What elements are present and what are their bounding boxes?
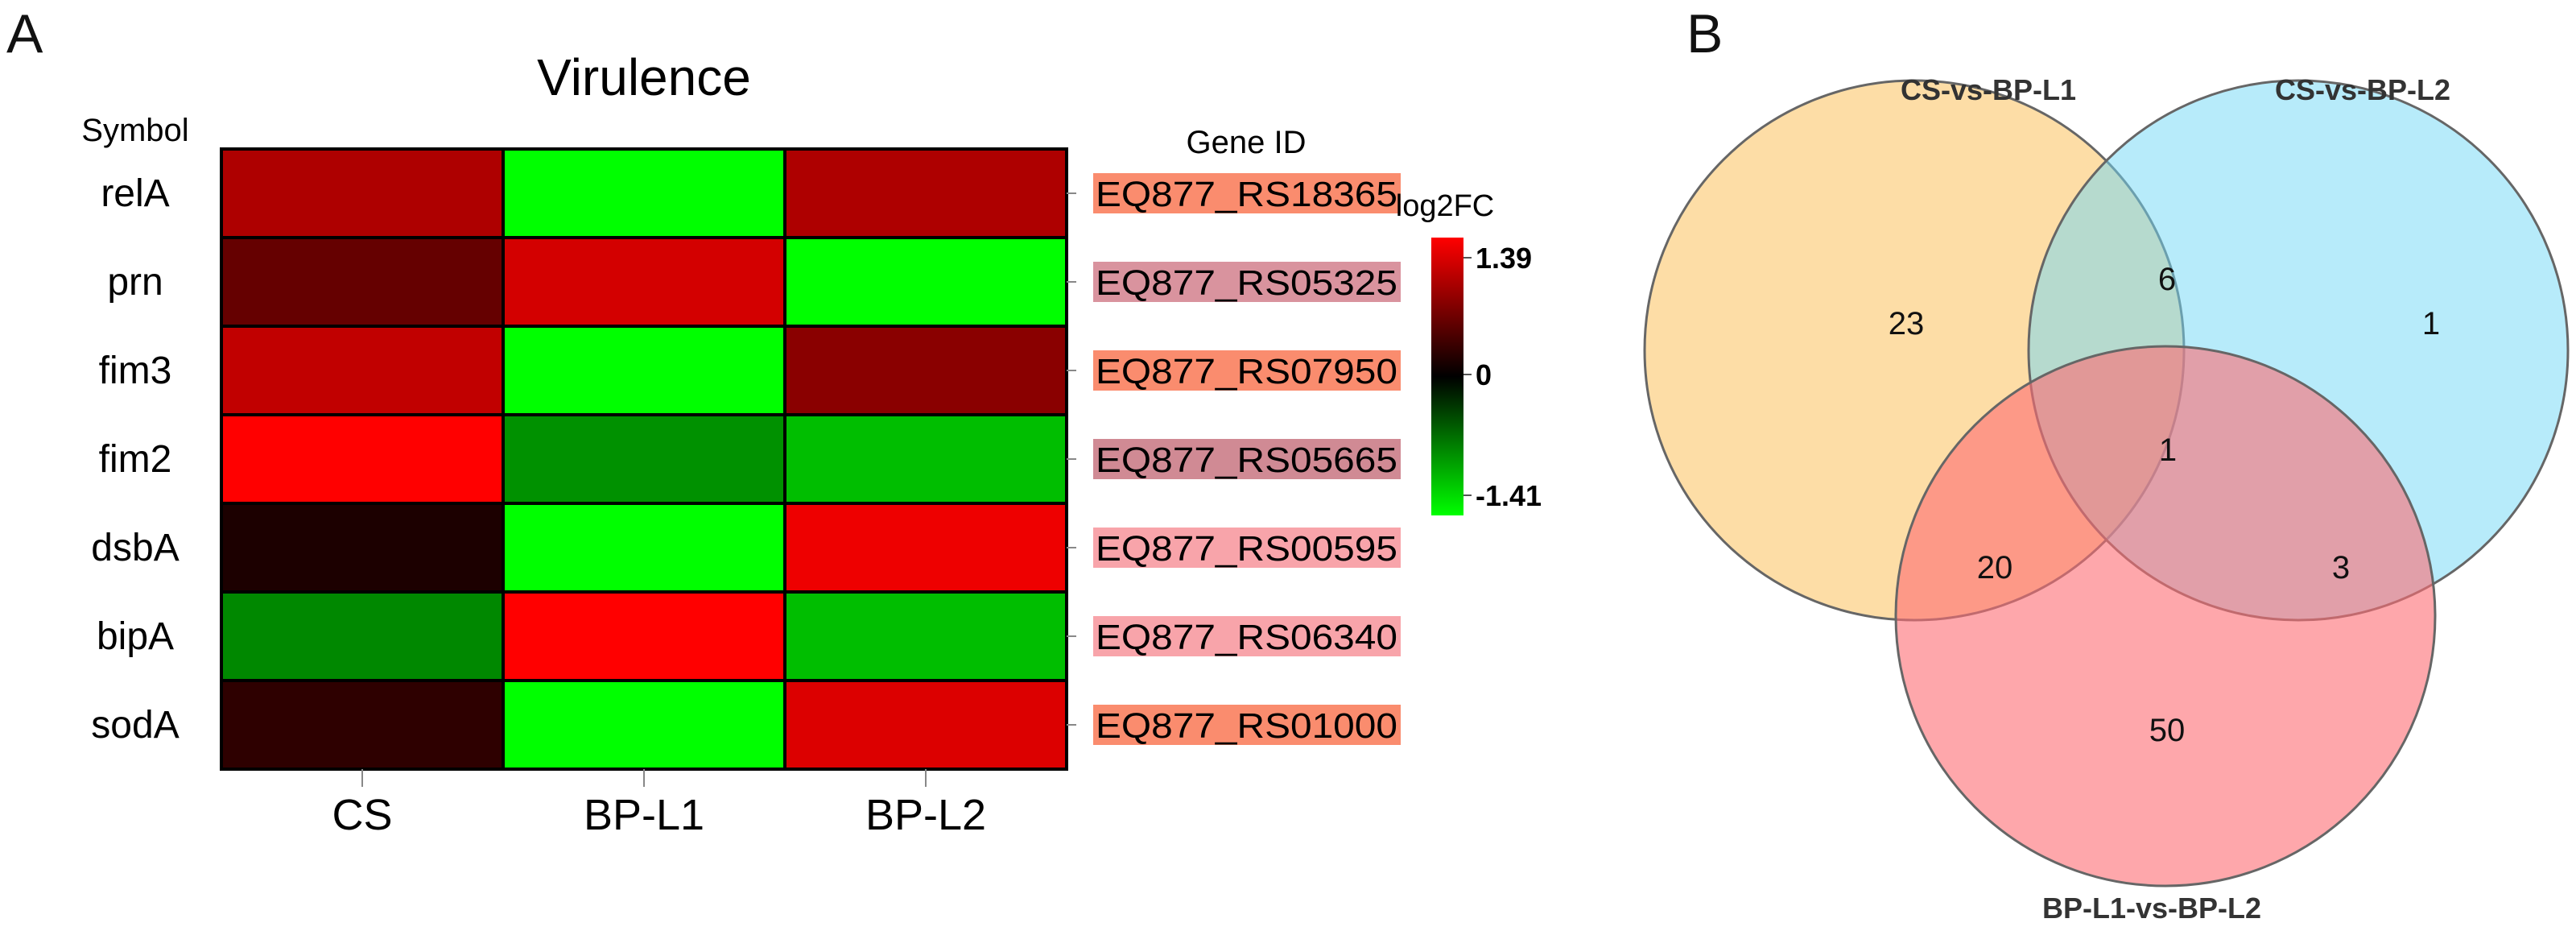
venn-panel: CS-vs-BP-L1 CS-vs-BP-L2 BP-L1-vs-BP-L2 2…: [1643, 73, 2570, 925]
heatmap-cell-dsba-bp-l2: [785, 503, 1067, 592]
gene-id-eq877-rs18365: EQ877_RS18365: [1096, 175, 1397, 214]
legend-color-bar: [1431, 238, 1463, 515]
heatmap-cell-fim3-bp-l2: [785, 326, 1067, 415]
heatmap-cell-prn-cs: [221, 238, 503, 326]
heatmap-cell-soda-bp-l2: [785, 681, 1067, 769]
venn-count-bl-only: 50: [2149, 713, 2186, 748]
heatmap-cells: [221, 149, 1067, 769]
legend-min-label: -1.41: [1476, 479, 1542, 512]
gene-id-eq877-rs00595: EQ877_RS00595: [1096, 529, 1397, 569]
venn-set-label-3: BP-L1-vs-BP-L2: [2042, 892, 2261, 925]
legend-title: log2FC: [1396, 189, 1495, 223]
heatmap-cell-dsba-bp-l1: [503, 503, 785, 592]
gene-id-eq877-rs05665: EQ877_RS05665: [1096, 441, 1397, 480]
row-labels: relA prn fim3 fim2 dsbA bipA sodA: [91, 172, 179, 747]
heatmap-cell-rela-cs: [221, 149, 503, 238]
venn-count-l1-and-bl: 20: [1977, 550, 2013, 585]
legend-max-label: 1.39: [1476, 242, 1532, 275]
gene-id-header: Gene ID: [1187, 125, 1307, 160]
venn-count-cs-l1-only: 23: [1889, 306, 1925, 341]
color-legend: log2FC 1.39 0 -1.41: [1396, 189, 1542, 515]
heatmap-cell-rela-bp-l2: [785, 149, 1067, 238]
heatmap-panel: Virulence Symbol Gene ID relA prn fim3 fim2…: [81, 48, 1401, 839]
heatmap-cell-prn-bp-l2: [785, 238, 1067, 326]
gene-id-highlight: [1093, 528, 1401, 568]
row-label-fim3: fim3: [99, 350, 172, 392]
gene-id-highlight: [1093, 173, 1401, 213]
panel-a-letter: A: [6, 3, 43, 64]
row-label-fim2: fim2: [99, 438, 172, 481]
heatmap-cell-soda-bp-l1: [503, 681, 785, 769]
gene-id-labels: EQ877_RS18365 EQ877_RS05325 EQ877_RS07950 E…: [1067, 173, 1401, 746]
venn-count-cs-l2-only: 1: [2422, 306, 2440, 341]
column-label-bp-l2: BP-L2: [865, 791, 986, 839]
venn-count-all: 1: [2159, 432, 2177, 468]
heatmap-cell-bipa-bp-l1: [503, 592, 785, 681]
heatmap-cell-fim3-cs: [221, 326, 503, 415]
gene-id-highlight: [1093, 616, 1401, 656]
panel-b-letter: B: [1686, 3, 1723, 64]
row-label-bipa: bipA: [97, 615, 174, 658]
row-label-soda: sodA: [91, 704, 179, 747]
column-label-cs: CS: [332, 791, 392, 839]
heatmap-cell-prn-bp-l1: [503, 238, 785, 326]
heatmap-cell-fim2-bp-l1: [503, 415, 785, 503]
row-label-rela: relA: [101, 172, 169, 215]
gene-id-highlight: [1093, 262, 1401, 302]
heatmap-cell-fim2-cs: [221, 415, 503, 503]
heatmap-cell-dsba-cs: [221, 503, 503, 592]
symbol-header: Symbol: [81, 113, 188, 148]
heatmap-cell-bipa-cs: [221, 592, 503, 681]
heatmap-cell-fim3-bp-l1: [503, 326, 785, 415]
gene-id-eq877-rs01000: EQ877_RS01000: [1096, 706, 1397, 746]
venn-count-cs-l1-l2: 6: [2158, 262, 2176, 297]
gene-id-highlight: [1093, 705, 1401, 745]
column-label-bp-l1: BP-L1: [584, 791, 704, 839]
row-label-prn: prn: [107, 261, 163, 304]
gene-id-eq877-rs07950: EQ877_RS07950: [1096, 352, 1397, 391]
legend-mid-label: 0: [1476, 358, 1492, 391]
heatmap-cell-soda-cs: [221, 681, 503, 769]
gene-id-eq877-rs05325: EQ877_RS05325: [1096, 263, 1397, 303]
column-labels: CS BP-L1 BP-L2: [332, 769, 986, 839]
venn-set-label-1: CS-vs-BP-L1: [1901, 73, 2076, 106]
venn-circle-bp-l1-vs-bp-l2: [1894, 345, 2437, 888]
heatmap-title: Virulence: [537, 48, 751, 106]
row-label-dsba: dsbA: [91, 527, 179, 569]
gene-id-eq877-rs06340: EQ877_RS06340: [1096, 618, 1397, 657]
gene-id-highlight: [1093, 439, 1401, 479]
venn-count-l2-and-bl: 3: [2332, 550, 2350, 585]
heatmap-cell-bipa-bp-l2: [785, 592, 1067, 681]
heatmap-cell-rela-bp-l1: [503, 149, 785, 238]
gene-id-highlight: [1093, 350, 1401, 391]
venn-set-label-2: CS-vs-BP-L2: [2275, 73, 2450, 106]
heatmap-cell-fim2-bp-l2: [785, 415, 1067, 503]
